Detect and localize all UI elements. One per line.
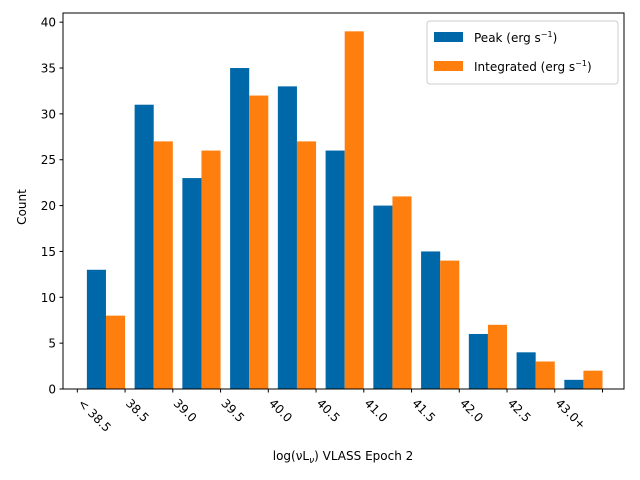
bar-peak-5 bbox=[325, 150, 345, 389]
y-tick-label-25: 25 bbox=[41, 153, 56, 167]
bar-peak-8 bbox=[468, 333, 488, 389]
plot-frame bbox=[62, 12, 625, 390]
bar-peak-9 bbox=[516, 352, 536, 389]
bar-integrated-1 bbox=[153, 141, 173, 389]
bar-integrated-3 bbox=[249, 95, 269, 389]
bar-peak-1 bbox=[134, 104, 154, 390]
y-tick-label-20: 20 bbox=[41, 199, 56, 213]
y-tick-label-0: 0 bbox=[48, 383, 56, 397]
y-axis: 0 5 10 15 20 25 30 35 40 bbox=[41, 16, 63, 397]
x-axis-label-subscript: ν bbox=[309, 456, 314, 466]
y-tick-label-40: 40 bbox=[41, 16, 56, 30]
x-axis-label-suffix: ) VLASS Epoch 2 bbox=[314, 449, 413, 463]
bar-peak-3 bbox=[230, 68, 250, 390]
bar-integrated-10 bbox=[583, 370, 603, 389]
bar-integrated-0 bbox=[105, 315, 126, 389]
bar-peak-4 bbox=[277, 86, 297, 390]
bar-integrated-5 bbox=[344, 31, 364, 390]
bar-peak-6 bbox=[373, 205, 393, 389]
bar-peak-7 bbox=[421, 251, 441, 389]
bar-integrated-6 bbox=[392, 196, 412, 389]
bar-peak-2 bbox=[182, 178, 202, 389]
bar-integrated-4 bbox=[296, 141, 317, 389]
bar-integrated-2 bbox=[201, 150, 221, 389]
x-axis-label: log(νLν) VLASS Epoch 2 bbox=[273, 449, 414, 466]
legend-label-integrated: Integrated (erg s−1) bbox=[474, 59, 592, 74]
bar-integrated-8 bbox=[487, 324, 508, 389]
y-tick-label-5: 5 bbox=[48, 337, 56, 351]
bar-peak-10 bbox=[564, 379, 584, 389]
bar-integrated-7 bbox=[440, 260, 460, 389]
legend-label-peak: Peak (erg s−1) bbox=[474, 30, 557, 45]
y-tick-label-10: 10 bbox=[41, 291, 56, 305]
legend: Peak (erg s−1) Integrated (erg s−1) bbox=[426, 20, 619, 85]
bars-group bbox=[86, 31, 603, 390]
y-tick-label-30: 30 bbox=[41, 107, 56, 121]
legend-frame bbox=[426, 20, 619, 85]
y-tick-label-35: 35 bbox=[41, 62, 56, 76]
bar-integrated-9 bbox=[535, 361, 555, 389]
legend-swatch-integrated bbox=[434, 61, 463, 71]
bar-peak-0 bbox=[86, 269, 106, 389]
x-axis-label-main: log(νL bbox=[273, 449, 310, 463]
y-axis-label: Count bbox=[15, 189, 29, 225]
legend-swatch-peak bbox=[434, 32, 463, 42]
y-tick-label-15: 15 bbox=[41, 245, 56, 259]
